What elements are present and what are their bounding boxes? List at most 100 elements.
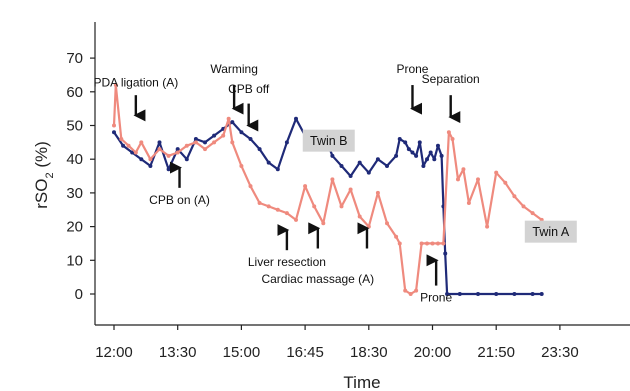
data-point-twin_a bbox=[230, 140, 235, 145]
data-point-twin_b bbox=[294, 116, 298, 121]
data-point-twin_b bbox=[348, 174, 353, 179]
data-point-twin_a bbox=[455, 177, 460, 182]
data-point-twin_a bbox=[119, 136, 124, 141]
data-point-twin_a bbox=[112, 123, 116, 128]
data-point-twin_b bbox=[394, 153, 399, 158]
y-axis-title: rSO2 (%) bbox=[32, 141, 56, 209]
data-point-twin_a bbox=[284, 211, 289, 216]
annotation: Liver resection bbox=[248, 223, 326, 269]
annotation: CPB off bbox=[228, 82, 270, 132]
data-point-twin_a bbox=[248, 184, 253, 189]
annotation-label: Cardiac massage (A) bbox=[261, 272, 374, 286]
data-point-twin_b bbox=[175, 147, 180, 152]
data-point-twin_a bbox=[476, 177, 480, 182]
data-point-twin_a bbox=[330, 177, 335, 182]
x-tick-label: 23:30 bbox=[541, 344, 579, 361]
y-tick-label: 0 bbox=[75, 286, 83, 303]
data-point-twin_a bbox=[403, 288, 408, 293]
x-tick-label: 16:45 bbox=[286, 344, 324, 361]
data-point-twin_a bbox=[113, 83, 118, 88]
annotation: Prone bbox=[396, 62, 429, 115]
data-point-twin_a bbox=[157, 147, 162, 152]
annotation: CPB on (A) bbox=[149, 161, 210, 207]
data-point-twin_b bbox=[239, 130, 244, 135]
x-tick-label: 12:00 bbox=[95, 344, 133, 361]
data-point-twin_a bbox=[212, 140, 217, 145]
y-ticks: 0 10 20 30 40 50 60 70 bbox=[66, 50, 95, 303]
data-point-twin_a bbox=[184, 143, 189, 148]
data-point-twin_a bbox=[375, 190, 380, 195]
data-point-twin_a bbox=[348, 187, 353, 192]
data-point-twin_a bbox=[294, 217, 298, 222]
data-point-twin_a bbox=[133, 150, 138, 155]
series-label-twin_b: Twin B bbox=[302, 129, 355, 152]
data-point-twin_a bbox=[385, 221, 389, 226]
axes bbox=[94, 22, 630, 326]
data-point-twin_a bbox=[430, 241, 435, 246]
data-point-twin_b bbox=[397, 136, 402, 141]
data-point-twin_b bbox=[330, 153, 335, 158]
y-tick-label: 40 bbox=[66, 151, 83, 168]
data-point-twin_b bbox=[539, 292, 544, 296]
annotation: Cardiac massage (A) bbox=[261, 222, 374, 286]
y-tick-label: 60 bbox=[66, 84, 83, 101]
series-label-box bbox=[524, 220, 577, 243]
y-tick-label: 30 bbox=[66, 185, 83, 202]
series-label-box bbox=[302, 129, 355, 152]
data-point-twin_a bbox=[485, 224, 490, 229]
data-point-twin_a bbox=[221, 133, 226, 138]
x-tick-label: 15:00 bbox=[223, 344, 261, 361]
data-point-twin_a bbox=[357, 214, 362, 219]
data-point-twin_a bbox=[175, 150, 180, 155]
data-point-twin_b bbox=[443, 251, 448, 256]
data-point-twin_a bbox=[339, 204, 344, 209]
data-point-twin_b bbox=[366, 170, 371, 175]
data-point-twin_a bbox=[303, 184, 308, 189]
data-point-twin_a bbox=[257, 201, 262, 206]
annotation-label: Prone bbox=[420, 291, 452, 305]
data-point-twin_a bbox=[139, 140, 144, 145]
x-tick-label: 18:30 bbox=[350, 344, 388, 361]
annotation-label: Liver resection bbox=[248, 255, 326, 269]
annotation-label: CPB off bbox=[228, 82, 270, 96]
data-point-twin_b bbox=[121, 143, 126, 148]
data-point-twin_b bbox=[112, 130, 116, 135]
data-point-twin_b bbox=[248, 136, 253, 141]
data-point-twin_b bbox=[406, 147, 411, 152]
data-point-twin_b bbox=[203, 140, 207, 145]
x-tick-label: 21:50 bbox=[477, 344, 515, 361]
data-point-twin_b bbox=[230, 120, 235, 125]
data-point-twin_a bbox=[126, 143, 131, 148]
data-point-twin_b bbox=[494, 292, 499, 296]
data-point-twin_a bbox=[394, 234, 399, 239]
data-point-twin_b bbox=[212, 133, 217, 138]
annotation-label: Warming bbox=[210, 62, 258, 76]
data-point-twin_a bbox=[450, 136, 455, 141]
data-point-twin_b bbox=[193, 136, 198, 141]
data-point-twin_b bbox=[425, 157, 430, 162]
y-tick-label: 10 bbox=[66, 252, 83, 269]
data-point-twin_a bbox=[203, 147, 207, 152]
y-tick-label: 50 bbox=[66, 118, 83, 135]
annotation: Separation bbox=[422, 72, 480, 124]
series-label-twin_a: Twin A bbox=[524, 220, 577, 243]
data-point-twin_a bbox=[397, 241, 402, 246]
annotation: PDA ligation (A) bbox=[93, 75, 178, 122]
data-point-twin_b bbox=[428, 150, 433, 155]
data-point-twin_b bbox=[476, 292, 480, 296]
plot-area: Twin B Twin A bbox=[112, 83, 577, 296]
data-point-twin_a bbox=[275, 207, 280, 212]
data-point-twin_b bbox=[257, 147, 262, 152]
y-tick-label: 20 bbox=[66, 219, 83, 236]
data-point-twin_b bbox=[339, 163, 344, 168]
data-point-twin_b bbox=[421, 163, 426, 168]
data-point-twin_a bbox=[446, 130, 451, 135]
data-point-twin_b bbox=[385, 163, 389, 168]
data-point-twin_b bbox=[157, 140, 162, 145]
annotation: Prone bbox=[420, 254, 452, 305]
x-tick-label: 20:00 bbox=[414, 344, 452, 361]
data-point-twin_a bbox=[512, 194, 517, 199]
data-point-twin_a bbox=[321, 221, 326, 226]
x-axis-title: Time bbox=[343, 373, 380, 391]
